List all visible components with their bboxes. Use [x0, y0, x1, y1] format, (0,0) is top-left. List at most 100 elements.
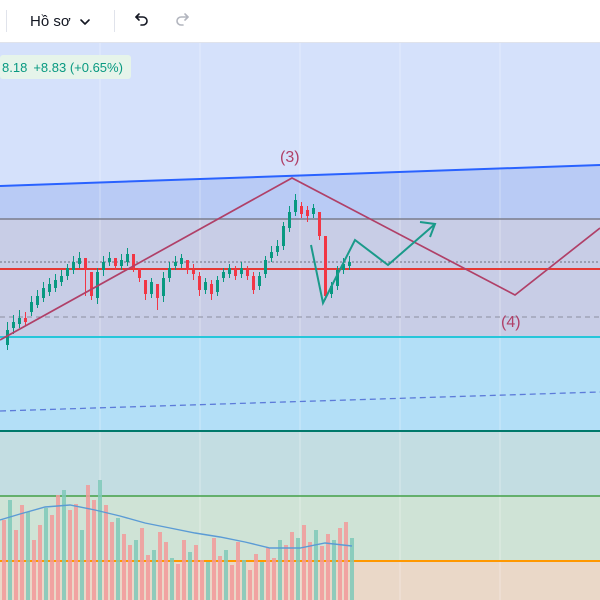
volume-bar	[50, 515, 54, 600]
candle-body	[120, 260, 123, 266]
volume-bar	[140, 528, 144, 600]
volume-bar	[194, 545, 198, 600]
volume-bar	[188, 552, 192, 600]
price-quote-badge: 8.18 +8.83 (+0.65%)	[0, 55, 131, 79]
undo-button[interactable]	[126, 6, 156, 36]
volume-bar	[128, 545, 132, 600]
volume-bar	[152, 550, 156, 600]
candle-body	[300, 206, 303, 214]
candle-body	[18, 318, 21, 324]
top-toolbar: Hồ sơ	[0, 0, 600, 43]
candle-body	[60, 276, 63, 282]
candle-body	[258, 276, 261, 286]
candle-body	[252, 276, 255, 290]
candle-body	[210, 284, 213, 294]
elliott-wave-path[interactable]	[0, 177, 600, 341]
candle-body	[162, 278, 165, 296]
wave-4-label[interactable]: (4)	[501, 314, 521, 331]
volume-bar	[176, 564, 180, 600]
redo-icon	[174, 10, 192, 33]
toolbar-separator	[114, 10, 115, 32]
volume-bar	[260, 562, 264, 600]
candle-body	[348, 262, 351, 266]
volume-average-line	[0, 504, 353, 549]
candle-body	[174, 262, 177, 266]
volume-bar	[236, 542, 240, 600]
volume-bar	[14, 530, 18, 600]
candle-body	[30, 302, 33, 312]
candle-body	[132, 254, 135, 268]
volume-bar	[86, 485, 90, 600]
volume-bar	[110, 522, 114, 600]
volume-bar	[134, 540, 138, 600]
candle-body	[330, 286, 333, 294]
candle-body	[6, 330, 9, 345]
volume-bar	[224, 550, 228, 600]
candlesticks	[6, 194, 351, 350]
candle-body	[186, 260, 189, 270]
candle-body	[126, 254, 129, 262]
candle-body	[108, 258, 111, 262]
candle-body	[192, 270, 195, 274]
channel-fill-zone	[0, 43, 600, 186]
candle-body	[138, 268, 141, 278]
volume-bar	[272, 558, 276, 600]
candle-body	[102, 262, 105, 270]
volume-bar	[308, 542, 312, 600]
volume-bar	[302, 525, 306, 600]
volume-bar	[80, 530, 84, 600]
volume-bars	[2, 480, 354, 600]
volume-bar	[212, 538, 216, 600]
candle-body	[84, 258, 87, 270]
candle-body	[156, 284, 159, 298]
volume-bar	[146, 555, 150, 600]
volume-bar	[68, 510, 72, 600]
candle-body	[54, 280, 57, 288]
volume-bar	[326, 534, 330, 600]
redo-button[interactable]	[168, 6, 198, 36]
candle-body	[234, 270, 237, 276]
price-chart[interactable]: (3) (4)	[0, 43, 600, 600]
wave-3-label[interactable]: (3)	[280, 149, 300, 166]
undo-icon	[132, 10, 150, 33]
volume-bar	[350, 538, 354, 600]
candle-body	[324, 236, 327, 296]
dashed-trend-line[interactable]	[0, 391, 600, 412]
chart-canvas[interactable]: (3) (4)	[0, 43, 600, 600]
candle-body	[342, 264, 345, 270]
volume-bar	[254, 554, 258, 600]
candle-body	[168, 268, 171, 278]
projection-arrow-head	[419, 221, 437, 238]
volume-bar	[62, 490, 66, 600]
profile-dropdown-button[interactable]: Hồ sơ	[22, 6, 99, 36]
volume-bar	[38, 525, 42, 600]
candle-body	[114, 258, 117, 266]
volume-bar	[116, 518, 120, 600]
candle-body	[150, 282, 153, 294]
volume-bar	[182, 540, 186, 600]
volume-bar	[218, 556, 222, 600]
candle-body	[24, 318, 27, 322]
candle-body	[306, 210, 309, 216]
channel-top-line[interactable]	[0, 164, 600, 187]
volume-bar	[344, 522, 348, 600]
price-change: +8.83 (+0.65%)	[33, 59, 123, 75]
candle-body	[282, 226, 285, 246]
volume-bar	[314, 530, 318, 600]
volume-bar	[26, 512, 30, 600]
candle-body	[90, 272, 93, 296]
volume-bar	[20, 505, 24, 600]
candle-body	[198, 276, 201, 290]
candle-body	[48, 284, 51, 292]
volume-bar	[296, 538, 300, 600]
toolbar-separator	[6, 10, 7, 32]
candle-body	[276, 246, 279, 252]
volume-bar	[284, 545, 288, 600]
candle-body	[318, 212, 321, 236]
volume-bar	[122, 534, 126, 600]
volume-bar	[230, 565, 234, 600]
candle-body	[216, 280, 219, 292]
upper-blue-zone	[0, 165, 600, 219]
projection-path[interactable]	[310, 223, 436, 306]
